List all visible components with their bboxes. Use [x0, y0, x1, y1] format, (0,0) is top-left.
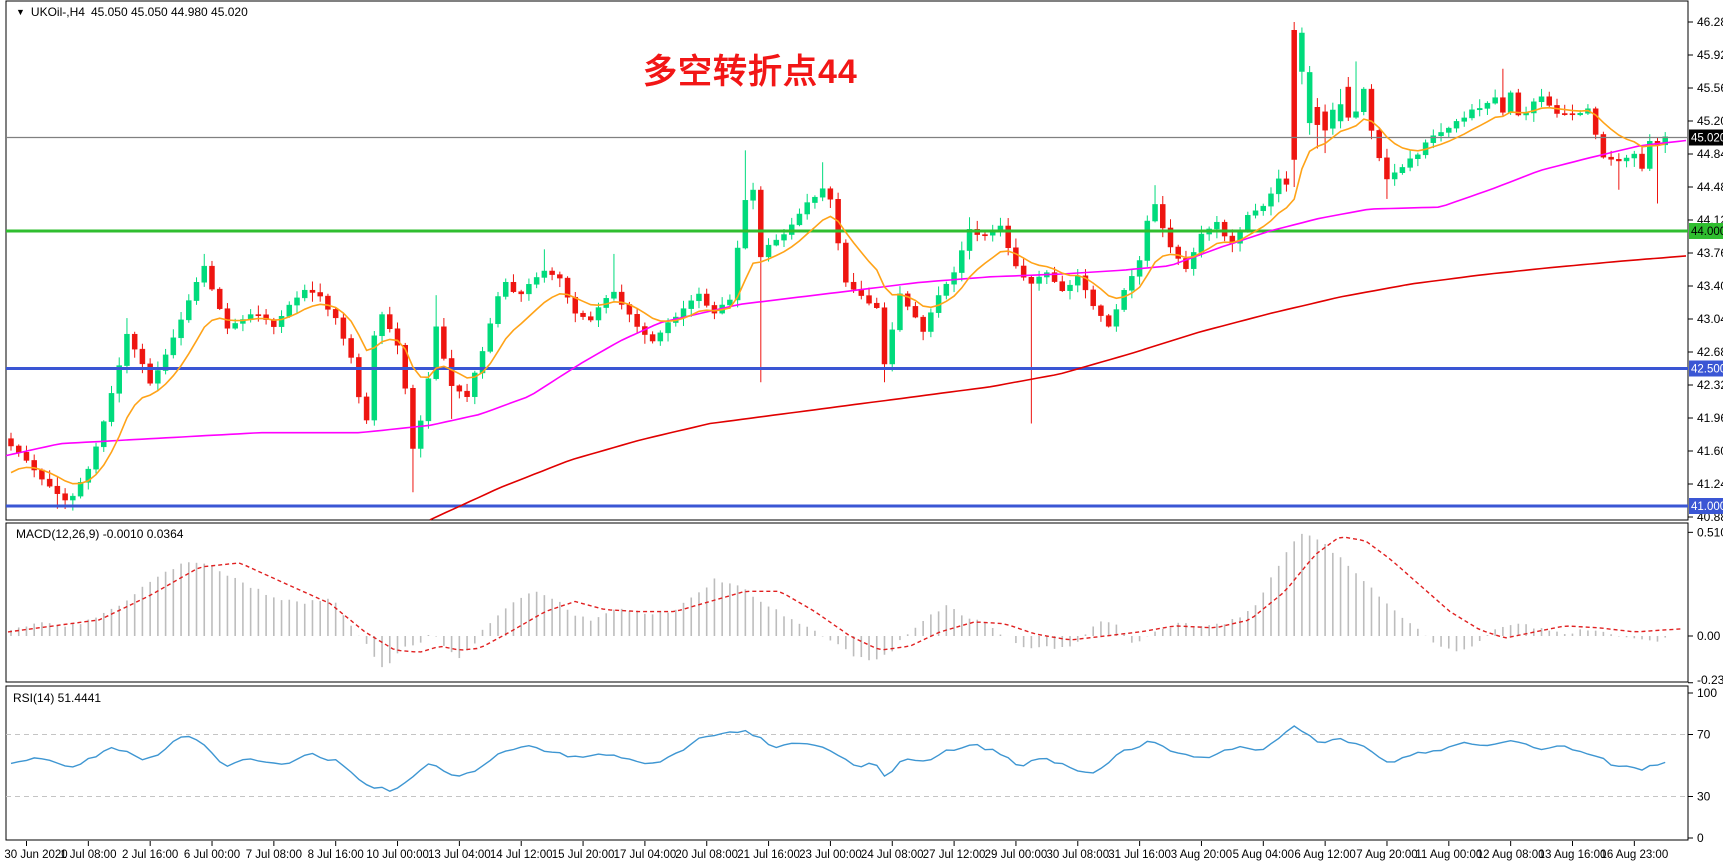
time-axis-label: 10 Jul 00:00 — [366, 849, 429, 861]
price-axis-label: 45.200 — [1697, 114, 1723, 128]
time-axis-label: 30 Jun 2020 — [4, 849, 67, 861]
rsi-axis-label: 70 — [1697, 728, 1711, 742]
annotation-text: 多空转折点44 — [643, 53, 858, 91]
time-axis-label: 17 Jul 04:00 — [614, 849, 677, 861]
time-axis-label: 7 Aug 20:00 — [1356, 849, 1417, 861]
price-axis-label: 45.560 — [1697, 81, 1723, 95]
rsi-axis-label: 100 — [1697, 686, 1717, 700]
panel-borders — [5, 0, 1689, 841]
time-axis-label: 7 Jul 08:00 — [246, 849, 302, 861]
time-axis-label: 6 Jul 00:00 — [184, 849, 240, 861]
rsi-axis-label: 0 — [1697, 831, 1704, 845]
ma-orange-fast-line — [10, 106, 1666, 485]
time-axis-label: 8 Jul 16:00 — [308, 849, 364, 861]
price-axis-label: 46.280 — [1697, 15, 1723, 29]
price-axis-label: 44.480 — [1697, 180, 1723, 194]
ma-red-slow-line — [429, 255, 1687, 521]
time-axis-label: 6 Aug 12:00 — [1294, 849, 1355, 861]
time-axis-label: 3 Aug 20:00 — [1171, 849, 1232, 861]
support-level-price-tag — [1689, 498, 1723, 515]
rsi-axis-label: 30 — [1697, 790, 1711, 804]
time-axis-label: 12 Aug 08:00 — [1477, 849, 1545, 861]
current-price-price-tag — [1689, 129, 1723, 146]
macd-axis: 0.5107 0.00 -0.2303 — [1688, 525, 1723, 687]
rsi-axis: 100 70 30 0 — [1688, 686, 1717, 845]
support-level-price-tag-label: 41.000 — [1691, 501, 1723, 513]
price-axis-label: 41.600 — [1697, 444, 1723, 458]
rsi-panel — [6, 725, 1688, 797]
time-axis-label: 13 Aug 16:00 — [1539, 849, 1607, 861]
macd-axis-label: -0.2303 — [1697, 673, 1723, 687]
macd-indicator-label: MACD(12,26,9) -0.0010 0.0364 — [16, 527, 184, 541]
rsi-line — [10, 725, 1666, 792]
time-axis-label: 29 Jul 00:00 — [985, 849, 1048, 861]
horizontal-level-lines[interactable] — [6, 136, 1688, 508]
time-axis-label: 15 Jul 20:00 — [552, 849, 615, 861]
symbol-dropdown-icon[interactable]: ▼ — [16, 7, 25, 17]
time-axis-label: 31 Jul 16:00 — [1108, 849, 1171, 861]
symbol-quote-bar: ▼ UKOil-,H4 45.050 45.050 44.980 45.020 — [16, 5, 248, 19]
macd-axis-label: 0.5107 — [1697, 525, 1723, 539]
time-axis-label: 21 Jul 16:00 — [737, 849, 800, 861]
price-axis-label: 41.240 — [1697, 477, 1723, 491]
rsi-indicator-label: RSI(14) 51.4441 — [13, 691, 102, 705]
price-axis-label: 45.920 — [1697, 48, 1723, 62]
current-price-price-tag-label: 45.020 — [1691, 133, 1723, 145]
time-axis-label: 27 Jul 12:00 — [923, 849, 986, 861]
price-axis-label: 43.400 — [1697, 279, 1723, 293]
symbol-period-label: UKOil-,H4 — [30, 5, 85, 19]
moving-averages-layer — [5, 106, 1687, 521]
time-axis-label: 16 Aug 23:00 — [1600, 849, 1668, 861]
time-axis-label: 23 Jul 00:00 — [799, 849, 862, 861]
time-axis-label: 2 Jul 16:00 — [122, 849, 178, 861]
price-axis-label: 43.760 — [1697, 246, 1723, 260]
price-axis-label: 43.040 — [1697, 312, 1723, 326]
price-axis-label: 44.840 — [1697, 147, 1723, 161]
support-level-price-tag — [1689, 360, 1723, 377]
price-axis-label: 41.960 — [1697, 411, 1723, 425]
macd-axis-label: 0.00 — [1697, 629, 1721, 643]
time-axis-label: 5 Aug 04:00 — [1233, 849, 1294, 861]
time-axis-label: 13 Jul 04:00 — [428, 849, 491, 861]
time-axis-label: 11 Aug 00:00 — [1415, 849, 1482, 861]
price-axis-label: 42.680 — [1697, 345, 1723, 359]
support-level-price-tag-label: 42.500 — [1691, 364, 1723, 376]
time-axis-label: 14 Jul 12:00 — [490, 849, 553, 861]
pivot-level-price-tag — [1689, 223, 1723, 240]
time-axis-label: 1 Jul 08:00 — [60, 849, 116, 861]
candles-layer — [8, 22, 1668, 511]
time-axis-label: 24 Jul 08:00 — [861, 849, 924, 861]
ma-magenta-medium-line — [5, 139, 1687, 457]
price-axis[interactable]: 46.28045.92045.56045.20044.84044.48044.1… — [1688, 15, 1723, 524]
macd-panel — [7, 533, 1682, 668]
macd-signal-line — [7, 536, 1682, 653]
pivot-level-price-tag-label: 44.000 — [1691, 226, 1723, 238]
ohlc-quote-label: 45.050 45.050 44.980 45.020 — [90, 5, 248, 19]
price-axis-label: 42.320 — [1697, 378, 1723, 392]
time-axis-label: 20 Jul 08:00 — [675, 849, 738, 861]
time-axis-label: 30 Jul 08:00 — [1046, 849, 1109, 861]
